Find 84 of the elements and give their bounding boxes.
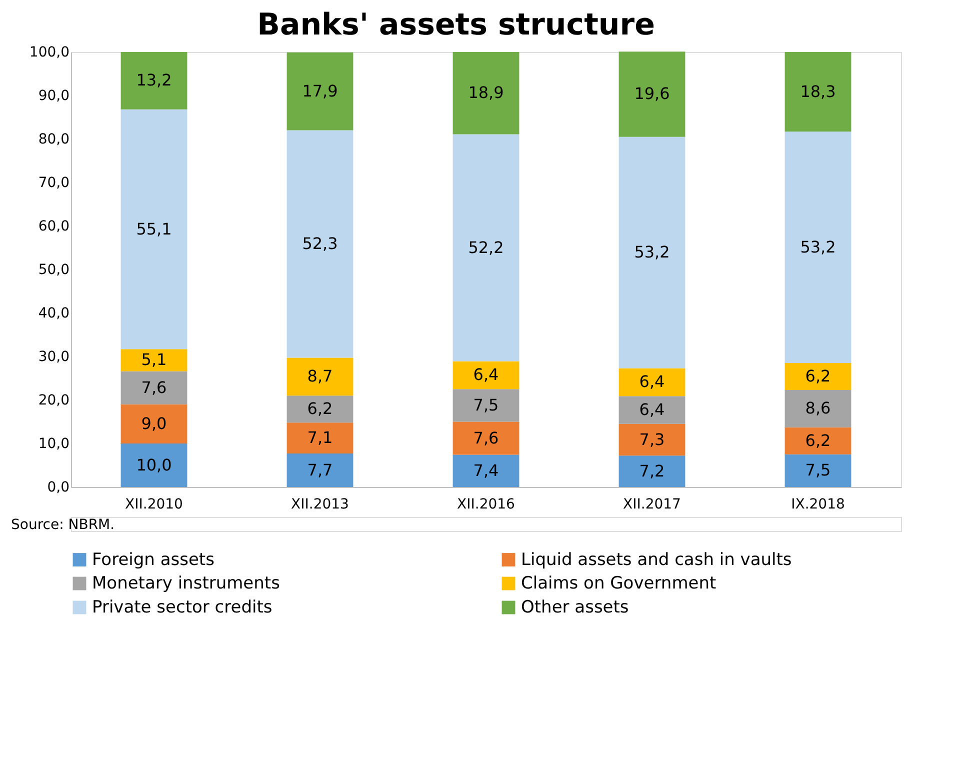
x-tick-label: XII.2016	[457, 496, 516, 512]
bar	[784, 427, 852, 454]
bar	[618, 52, 686, 137]
data-label: 7,1	[307, 428, 333, 448]
data-label: 10,0	[136, 455, 172, 474]
bar	[120, 109, 188, 350]
data-label: 18,3	[800, 82, 836, 101]
x-tick-label: IX.2018	[791, 496, 845, 512]
bar	[286, 422, 354, 454]
x-tick-label: XII.2013	[291, 496, 349, 512]
bar	[452, 422, 520, 455]
data-label: 5,1	[141, 350, 167, 370]
data-label: 7,3	[639, 430, 665, 449]
data-label: 7,7	[307, 460, 333, 480]
y-tick-label: 100,0	[29, 44, 70, 60]
data-label: 9,0	[141, 414, 167, 433]
legend-label: Other assets	[521, 598, 629, 618]
data-label: 6,2	[307, 399, 333, 418]
bar	[120, 444, 188, 487]
bar	[784, 454, 852, 487]
data-label: 53,2	[634, 242, 670, 262]
bar	[286, 130, 354, 358]
bar	[784, 52, 852, 132]
bar	[618, 424, 686, 456]
data-label: 6,2	[805, 430, 831, 450]
data-label: 8,7	[307, 366, 333, 386]
data-label: 7,2	[639, 461, 665, 480]
bar	[784, 363, 852, 390]
legend-label: Liquid assets and cash in vaults	[521, 550, 792, 570]
x-tick-label: XII.2017	[623, 496, 681, 512]
bar	[120, 404, 188, 444]
data-label: 7,5	[805, 460, 831, 480]
data-label: 18,9	[468, 83, 504, 102]
y-tick-label: 30,0	[38, 349, 70, 365]
bar	[784, 390, 852, 428]
data-label: 55,1	[136, 219, 172, 238]
bar	[286, 454, 354, 487]
y-tick-label: 20,0	[38, 392, 70, 408]
data-label: 53,2	[800, 237, 836, 256]
data-label: 19,6	[634, 84, 670, 104]
y-tick-label: 40,0	[38, 306, 70, 322]
bar	[618, 396, 686, 424]
bar	[618, 136, 686, 368]
y-tick-label: 80,0	[38, 132, 70, 148]
chart-title: Banks' assets structure	[257, 8, 655, 42]
legend-label: Claims on Government	[521, 574, 716, 594]
legend-label: Foreign assets	[92, 550, 215, 570]
data-label: 6,4	[473, 365, 499, 384]
y-tick-label: 70,0	[38, 175, 70, 191]
bar	[120, 371, 188, 404]
data-label: 7,6	[141, 378, 167, 397]
bar	[618, 456, 686, 487]
bar	[120, 349, 188, 372]
bar	[452, 361, 520, 390]
bar	[452, 134, 520, 362]
data-label: 6,4	[639, 400, 665, 420]
bar	[452, 389, 520, 422]
legend-label: Private sector credits	[92, 598, 272, 618]
y-tick-label: 60,0	[38, 218, 70, 234]
bar	[120, 52, 188, 110]
bar	[286, 358, 354, 396]
bar	[452, 454, 520, 487]
data-label: 8,6	[805, 398, 831, 418]
y-tick-label: 10,0	[38, 436, 70, 452]
data-label: 17,9	[302, 81, 338, 100]
data-label: 7,4	[473, 460, 499, 480]
bar	[452, 52, 520, 134]
bar	[784, 132, 852, 364]
data-label: 6,2	[805, 366, 831, 386]
bar	[618, 368, 686, 396]
y-tick-label: 90,0	[38, 88, 70, 104]
data-label: 52,3	[302, 234, 338, 254]
legend-label: Monetary instruments	[92, 574, 280, 594]
data-label: 13,2	[136, 70, 172, 90]
data-label: 7,5	[473, 395, 499, 414]
y-tick-label: 0,0	[47, 480, 70, 496]
data-label: 52,2	[468, 238, 504, 257]
data-label: 7,6	[473, 428, 499, 448]
bar	[286, 396, 354, 423]
bar	[286, 52, 354, 130]
x-tick-label: XII.2010	[125, 496, 183, 512]
data-label: 6,4	[639, 372, 665, 392]
source-note: Source: NBRM.	[11, 517, 115, 533]
y-tick-label: 50,0	[38, 262, 70, 278]
